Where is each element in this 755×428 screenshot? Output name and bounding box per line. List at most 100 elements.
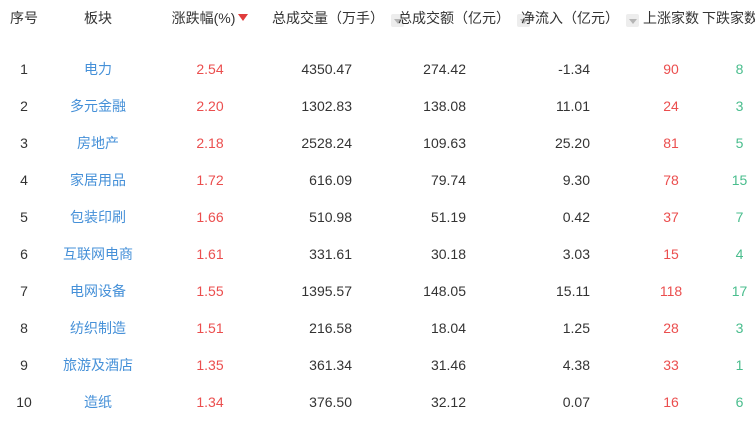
net-inflow-cell: 11.01 [556, 97, 590, 114]
row-index: 9 [20, 356, 28, 373]
net-inflow-cell: 3.03 [562, 245, 590, 262]
row-index: 8 [20, 319, 28, 336]
volume-cell: 216.58 [309, 319, 352, 336]
row-index: 4 [20, 171, 28, 188]
column-header-label: 上涨家数 [643, 10, 699, 26]
table-body: 1 电力 2.54 4350.47 274.42 -1.34 90 8 2 多元… [0, 50, 755, 420]
sort-down-icon [519, 19, 528, 24]
advancers-cell: 24 [663, 97, 679, 114]
header-row: 序号 板块 涨跌幅(%) 总成交量（万手） 总成交额（亿元） 净流入（亿元） 上… [0, 0, 755, 50]
sector-link[interactable]: 包装印刷 [70, 208, 126, 225]
row-index: 5 [20, 208, 28, 225]
sort-button[interactable] [391, 14, 404, 27]
sort-button[interactable] [517, 14, 530, 27]
turnover-cell: 109.63 [423, 134, 466, 151]
decliners-cell: 6 [735, 393, 744, 410]
sector-link[interactable]: 互联网电商 [63, 245, 133, 262]
advancers-cell: 15 [663, 245, 679, 262]
sector-link[interactable]: 多元金融 [70, 97, 126, 114]
table-header: 序号 板块 涨跌幅(%) 总成交量（万手） 总成交额（亿元） 净流入（亿元） 上… [0, 0, 755, 50]
sector-cell: 房地产 [48, 124, 148, 161]
sector-link[interactable]: 旅游及酒店 [63, 356, 133, 373]
net-inflow-cell: 0.42 [562, 208, 590, 225]
table-row: 9 旅游及酒店 1.35 361.34 31.46 4.38 33 1 [0, 346, 755, 383]
row-index: 10 [16, 393, 32, 410]
table-row: 5 包装印刷 1.66 510.98 51.19 0.42 37 7 [0, 198, 755, 235]
table-row: 4 家居用品 1.72 616.09 79.74 9.30 78 15 [0, 161, 755, 198]
column-header-label: 下跌家数 [702, 10, 755, 26]
column-header-change-pct[interactable]: 涨跌幅(%) [148, 0, 272, 50]
column-header-sector: 板块 [48, 0, 148, 50]
table-row: 3 房地产 2.18 2528.24 109.63 25.20 81 5 [0, 124, 755, 161]
sector-link[interactable]: 电网设备 [70, 282, 126, 299]
change-pct-cell: 1.61 [196, 245, 224, 262]
sector-link[interactable]: 家居用品 [70, 171, 126, 188]
net-inflow-cell: 1.25 [562, 319, 590, 336]
sector-cell: 旅游及酒店 [48, 346, 148, 383]
column-header-decliners: 下跌家数 [702, 0, 755, 50]
change-pct-cell: 2.18 [196, 134, 224, 151]
sector-cell: 家居用品 [48, 161, 148, 198]
change-pct-cell: 1.55 [196, 282, 224, 299]
change-pct-cell: 1.35 [196, 356, 224, 373]
turnover-cell: 30.18 [430, 245, 466, 262]
turnover-cell: 31.46 [430, 356, 466, 373]
advancers-cell: 28 [663, 319, 679, 336]
volume-cell: 2528.24 [301, 134, 352, 151]
decliners-cell: 17 [731, 282, 748, 299]
sector-link[interactable]: 造纸 [84, 393, 112, 410]
turnover-cell: 51.19 [430, 208, 466, 225]
decliners-cell: 4 [735, 245, 744, 262]
decliners-cell: 7 [735, 208, 744, 225]
sector-link[interactable]: 房地产 [77, 134, 119, 151]
table-row: 10 造纸 1.34 376.50 32.12 0.07 16 6 [0, 383, 755, 420]
sort-button[interactable] [626, 14, 639, 27]
sector-cell: 多元金融 [48, 87, 148, 124]
sort-down-icon [628, 19, 637, 24]
volume-cell: 1395.57 [301, 282, 352, 299]
sort-desc-active-icon [238, 14, 249, 21]
sector-link[interactable]: 纺织制造 [70, 319, 126, 336]
column-header-label: 总成交量（万手） [272, 10, 384, 26]
change-pct-cell: 1.72 [196, 171, 224, 188]
net-inflow-cell: 4.38 [562, 356, 590, 373]
decliners-cell: 5 [735, 134, 744, 151]
volume-cell: 510.98 [309, 208, 352, 225]
advancers-cell: 37 [663, 208, 679, 225]
column-header-turnover[interactable]: 总成交额（亿元） [398, 0, 530, 50]
table-row: 1 电力 2.54 4350.47 274.42 -1.34 90 8 [0, 50, 755, 87]
table-row: 8 纺织制造 1.51 216.58 18.04 1.25 28 3 [0, 309, 755, 346]
sector-link[interactable]: 电力 [84, 60, 112, 77]
net-inflow-cell: 9.30 [562, 171, 590, 188]
volume-cell: 376.50 [309, 393, 352, 410]
turnover-cell: 148.05 [423, 282, 466, 299]
advancers-cell: 81 [663, 134, 679, 151]
advancers-cell: 118 [659, 282, 683, 299]
row-index: 7 [20, 282, 28, 299]
net-inflow-cell: -1.34 [558, 60, 590, 77]
volume-cell: 1302.83 [301, 97, 352, 114]
volume-cell: 331.61 [309, 245, 352, 262]
advancers-cell: 78 [663, 171, 679, 188]
change-pct-cell: 1.66 [196, 208, 224, 225]
sector-cell: 造纸 [48, 383, 148, 420]
sector-cell: 电网设备 [48, 272, 148, 309]
net-inflow-cell: 15.11 [556, 282, 590, 299]
column-header-volume[interactable]: 总成交量（万手） [272, 0, 404, 50]
row-index: 6 [20, 245, 28, 262]
advancers-cell: 16 [663, 393, 679, 410]
table-row: 6 互联网电商 1.61 331.61 30.18 3.03 15 4 [0, 235, 755, 272]
turnover-cell: 32.12 [430, 393, 466, 410]
change-pct-cell: 2.20 [196, 97, 224, 114]
advancers-cell: 33 [663, 356, 679, 373]
decliners-cell: 8 [735, 60, 744, 77]
advancers-cell: 90 [663, 60, 679, 77]
volume-cell: 361.34 [309, 356, 352, 373]
net-inflow-cell: 25.20 [554, 134, 590, 151]
sector-cell: 纺织制造 [48, 309, 148, 346]
column-header-net-inflow[interactable]: 净流入（亿元） [520, 0, 640, 50]
column-header-label: 净流入（亿元） [521, 10, 619, 26]
column-header-advancers: 上涨家数 [640, 0, 702, 50]
table-row: 2 多元金融 2.20 1302.83 138.08 11.01 24 3 [0, 87, 755, 124]
